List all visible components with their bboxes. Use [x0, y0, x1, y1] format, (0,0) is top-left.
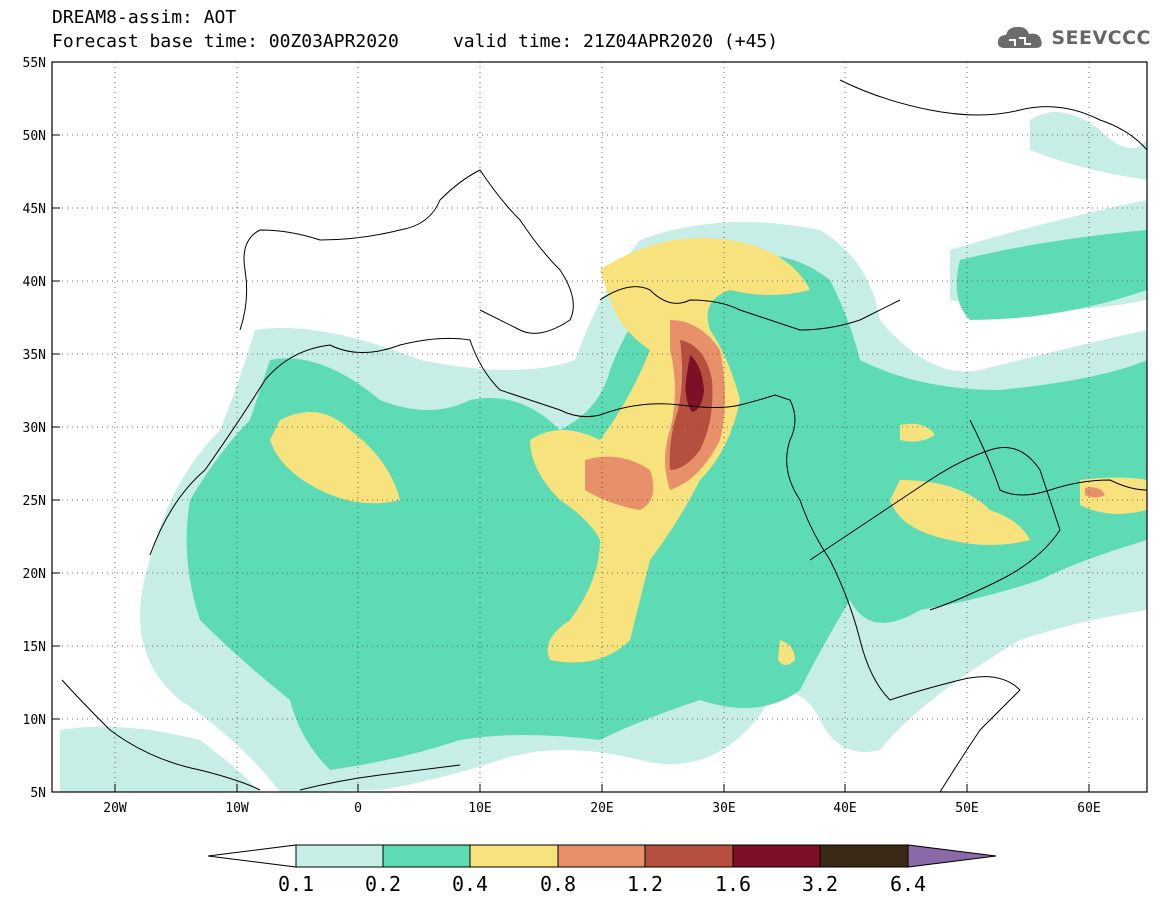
- aot-band-0.1: [1030, 112, 1147, 180]
- lon-label: 50E: [955, 801, 978, 816]
- lon-label: 30E: [712, 801, 735, 816]
- lat-label: 15N: [23, 640, 46, 655]
- lon-label: 40E: [833, 801, 856, 816]
- colorbar-label: 0.4: [451, 872, 489, 896]
- aot-field: [60, 112, 1147, 792]
- colorbar-label: 1.2: [626, 872, 664, 896]
- colorbar-cell: [382, 844, 471, 868]
- coastline: [299, 764, 461, 791]
- colorbar: [207, 844, 997, 868]
- colorbar-label: 0.8: [539, 872, 577, 896]
- coastline: [809, 447, 1061, 611]
- coastline: [839, 79, 1147, 151]
- lon-label: 60E: [1077, 801, 1100, 816]
- aot-band-1.6: [685, 355, 704, 412]
- latitude-labels: 55N 50N 45N 40N 35N 30N 25N 20N 15N 10N …: [23, 56, 46, 801]
- colorbar-label: 6.4: [889, 872, 927, 896]
- lat-label: 20N: [23, 567, 46, 582]
- lat-label: 5N: [30, 786, 46, 801]
- seevccc-logo: SEEVCCC: [995, 22, 1151, 54]
- colorbar-label: 0.2: [364, 872, 402, 896]
- lon-label: 0: [354, 801, 362, 816]
- coastlines: [61, 79, 1147, 792]
- colorbar-cell: [644, 844, 734, 868]
- lat-label: 55N: [23, 56, 46, 71]
- colorbar-cell: [907, 844, 997, 868]
- axis-ticks: [52, 61, 1090, 793]
- aot-band-0.4: [1080, 477, 1147, 514]
- coastline: [239, 169, 574, 334]
- colorbar-label: 0.1: [277, 872, 315, 896]
- lon-label: 10W: [225, 801, 249, 816]
- lat-label: 50N: [23, 129, 46, 144]
- logo-text: SEEVCCC: [1051, 27, 1151, 49]
- aot-band-0.4: [900, 423, 935, 442]
- colorbar-cell: [295, 844, 384, 868]
- lat-label: 40N: [23, 275, 46, 290]
- aot-band-0.4: [270, 412, 400, 504]
- lat-label: 35N: [23, 348, 46, 363]
- coastline: [61, 679, 261, 791]
- aot-band-0.4: [890, 480, 1030, 545]
- lat-label: 25N: [23, 494, 46, 509]
- lon-label: 20E: [590, 801, 613, 816]
- map-title: DREAM8-assim: AOT: [52, 7, 237, 28]
- colorbar-cell: [207, 844, 297, 868]
- colorbar-label: 3.2: [801, 872, 839, 896]
- colorbar-cell: [469, 844, 559, 868]
- aot-band-0.8: [1085, 487, 1105, 498]
- cloud-icon: [998, 26, 1043, 48]
- lon-label: 20W: [103, 801, 127, 816]
- grid: [52, 62, 1147, 792]
- lat-label: 45N: [23, 202, 46, 217]
- coastline: [149, 337, 1021, 792]
- forecast-time-line: Forecast base time: 00Z03APR2020 valid t…: [52, 31, 779, 52]
- aot-band-0.2: [956, 230, 1147, 320]
- colorbar-label: 1.6: [714, 872, 752, 896]
- coastline: [599, 286, 901, 331]
- lat-label: 30N: [23, 421, 46, 436]
- colorbar-cell: [732, 844, 821, 868]
- longitude-labels: 20W 10W 0 10E 20E 30E 40E 50E 60E: [103, 801, 1100, 816]
- aot-band-0.1: [60, 726, 260, 792]
- coastline: [969, 419, 1147, 496]
- lat-label: 10N: [23, 713, 46, 728]
- aot-band-0.8: [585, 456, 654, 510]
- lon-label: 10E: [468, 801, 491, 816]
- colorbar-cell: [819, 844, 909, 868]
- colorbar-cell: [557, 844, 646, 868]
